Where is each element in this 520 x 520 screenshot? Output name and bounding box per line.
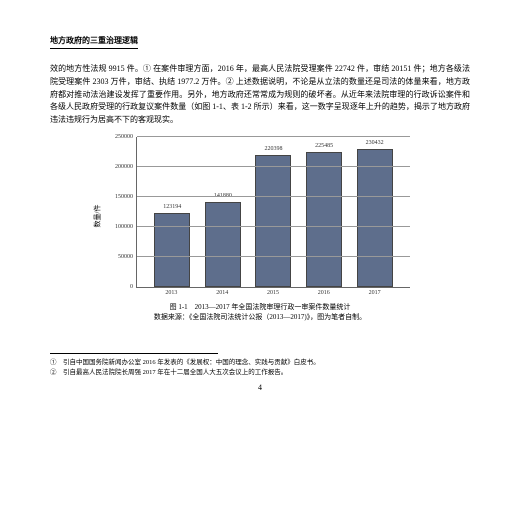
y-axis-label: 数量/件 — [92, 205, 102, 228]
y-tick: 250000 — [115, 134, 133, 140]
bar-chart: 数量/件 050000100000150000200000250000 1231… — [110, 137, 410, 296]
y-tick: 50000 — [118, 254, 133, 260]
caption-line2: 数据来源：《全国法院司法统计公报（2013—2017)》，图为笔者自制。 — [50, 312, 470, 323]
bar-value-label: 123194 — [163, 204, 181, 210]
bar-value-label: 230432 — [366, 140, 384, 146]
page-header: 地方政府的三重治理逻辑 — [50, 35, 138, 49]
chart-bar: 141880 — [205, 202, 241, 287]
x-tick-label: 2016 — [306, 290, 342, 296]
page-number: 4 — [50, 383, 470, 392]
chart-bar: 220398 — [255, 155, 291, 287]
x-tick-label: 2017 — [357, 290, 393, 296]
caption-line1: 图 1-1 2013—2017 年全国法院审理行政一审案件数量统计 — [50, 302, 470, 313]
y-tick: 200000 — [115, 164, 133, 170]
body-paragraph: 效的地方性法规 9915 件。① 在案件审理方面，2016 年，最高人民法院受理… — [50, 63, 470, 127]
footnote-1: ① 引自中国国务院新闻办公室 2016 年发表的《发展权：中国的理念、实践与贡献… — [50, 358, 470, 368]
x-tick-label: 2014 — [204, 290, 240, 296]
y-tick: 150000 — [115, 194, 133, 200]
chart-bar: 123194 — [154, 213, 190, 287]
chart-bar: 225485 — [306, 152, 342, 287]
x-tick-label: 2013 — [153, 290, 189, 296]
y-tick: 100000 — [115, 224, 133, 230]
chart-caption: 图 1-1 2013—2017 年全国法院审理行政一审案件数量统计 数据来源：《… — [50, 302, 470, 323]
bar-value-label: 220398 — [264, 146, 282, 152]
chart-bar: 230432 — [357, 149, 393, 287]
y-tick: 0 — [130, 284, 133, 290]
bar-value-label: 225485 — [315, 143, 333, 149]
x-tick-label: 2015 — [255, 290, 291, 296]
footnote-2: ② 引自最高人民法院院长周强 2017 年在十二届全国人大五次会议上的工作报告。 — [50, 368, 470, 378]
